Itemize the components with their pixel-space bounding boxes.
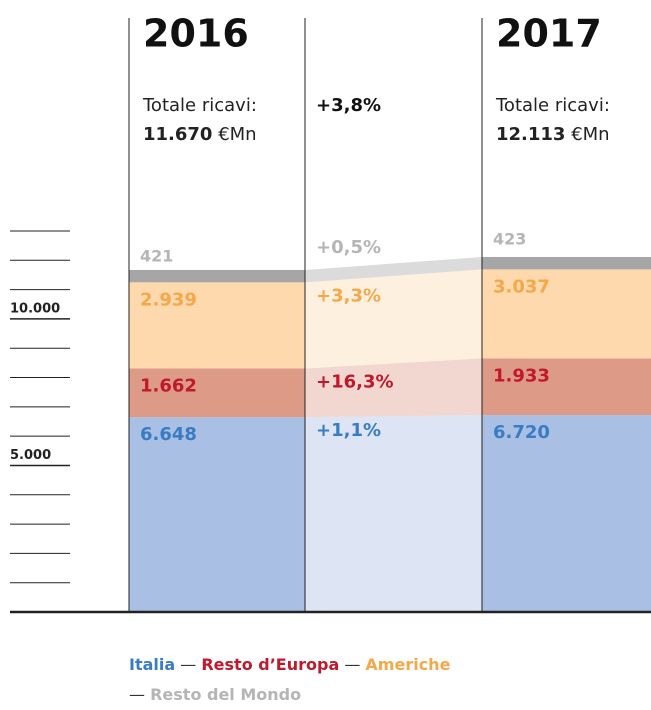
value-label: 1.933 [493,365,550,386]
total-value: 12.113 €Mn [496,124,610,145]
total-number: 11.670 [143,124,212,145]
total-unit: €Mn [218,124,256,145]
bar-segment [129,417,305,612]
total-change: +3,8% [316,95,381,116]
value-label: 2.939 [140,289,197,310]
bar-segment [482,256,651,270]
value-label: 421 [140,246,173,265]
value-label: 423 [493,229,526,248]
total-label: Totale ricavi: [142,95,257,116]
bar-segment [129,269,305,283]
legend-separator: — [129,685,151,704]
change-band [305,358,482,418]
change-label: +3,3% [316,285,381,306]
bar-segment [129,282,305,369]
change-label: +0,5% [316,237,381,258]
legend-separator: — [175,655,202,674]
legend-entry: Resto del Mondo [150,685,302,704]
total-unit: €Mn [571,124,609,145]
legend: Italia — Resto d’Europa — Americhe — Res… [129,650,529,710]
value-label: 6.648 [140,424,197,445]
total-label: Totale ricavi: [495,95,610,116]
legend-separator: — [339,655,366,674]
change-band [305,256,482,283]
legend-entry: Resto d’Europa [201,655,340,674]
change-label: +1,1% [316,420,381,441]
y-tick-label: 10.000 [10,301,60,316]
bar-segment [482,269,651,359]
change-label: +16,3% [316,371,394,392]
legend-entry: Italia [129,655,176,674]
bar-segment [129,368,305,418]
total-number: 12.113 [496,124,565,145]
change-band [305,415,482,612]
year-title: 2016 [143,12,249,56]
value-label: 3.037 [493,276,550,297]
total-value: 11.670 €Mn [143,124,257,145]
legend-entry: Americhe [365,655,451,674]
value-label: 1.662 [140,375,197,396]
bar-segment [482,415,651,612]
y-tick-label: 5.000 [10,448,51,463]
change-band [305,269,482,369]
value-label: 6.720 [493,422,550,443]
bar-segment [482,358,651,416]
year-title: 2017 [496,12,602,56]
